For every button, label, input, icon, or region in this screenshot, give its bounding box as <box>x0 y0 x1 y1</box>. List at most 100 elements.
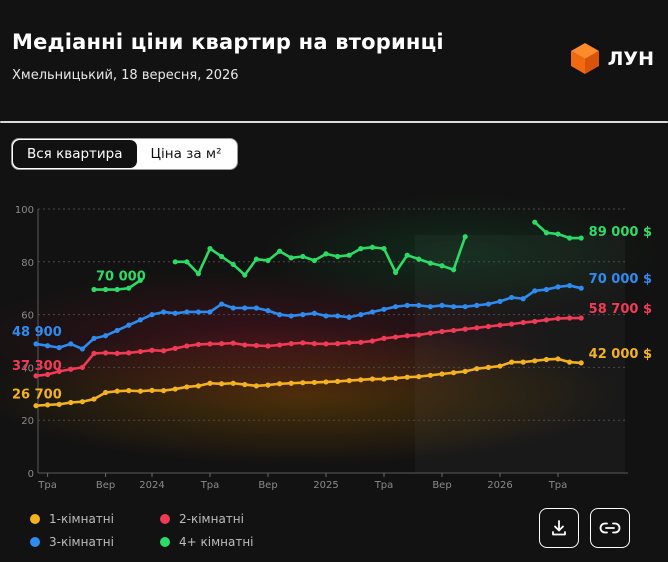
data-point[interactable] <box>323 379 329 385</box>
data-point[interactable] <box>114 388 120 394</box>
data-point[interactable] <box>33 373 39 379</box>
data-point[interactable] <box>195 309 201 315</box>
data-point[interactable] <box>578 235 584 241</box>
data-point[interactable] <box>497 298 503 304</box>
data-point[interactable] <box>195 271 201 277</box>
data-point[interactable] <box>416 332 422 338</box>
data-point[interactable] <box>369 309 375 315</box>
data-point[interactable] <box>172 259 178 265</box>
toggle-whole-apartment[interactable]: Вся квартира <box>13 140 137 168</box>
data-point[interactable] <box>277 312 283 318</box>
data-point[interactable] <box>91 396 97 402</box>
data-point[interactable] <box>114 327 120 334</box>
data-point[interactable] <box>184 343 190 349</box>
data-point[interactable] <box>137 317 143 323</box>
legend-item-2-room[interactable]: 2-кімнатні <box>160 512 244 526</box>
data-point[interactable] <box>161 309 167 315</box>
data-point[interactable] <box>485 323 491 330</box>
data-point[interactable] <box>207 309 213 315</box>
data-point[interactable] <box>497 322 503 328</box>
data-point[interactable] <box>265 257 271 264</box>
data-point[interactable] <box>416 256 422 262</box>
data-point[interactable] <box>33 341 39 347</box>
data-point[interactable] <box>265 382 271 388</box>
data-point[interactable] <box>288 380 294 386</box>
data-point[interactable] <box>393 375 399 381</box>
data-point[interactable] <box>91 286 97 293</box>
data-point[interactable] <box>126 350 132 356</box>
data-point[interactable] <box>474 302 480 308</box>
data-point[interactable] <box>393 334 399 340</box>
data-point[interactable] <box>103 333 109 339</box>
data-point[interactable] <box>555 231 561 237</box>
data-point[interactable] <box>427 330 433 336</box>
data-point[interactable] <box>509 321 515 327</box>
data-point[interactable] <box>242 305 248 311</box>
data-point[interactable] <box>91 335 97 341</box>
data-point[interactable] <box>219 341 225 347</box>
data-point[interactable] <box>451 370 457 376</box>
data-point[interactable] <box>242 272 248 278</box>
data-point[interactable] <box>219 381 225 387</box>
data-point[interactable] <box>346 378 352 384</box>
data-point[interactable] <box>288 313 294 319</box>
data-point[interactable] <box>567 359 573 365</box>
data-point[interactable] <box>45 343 51 349</box>
data-point[interactable] <box>68 341 74 347</box>
data-point[interactable] <box>149 387 155 393</box>
data-point[interactable] <box>567 282 573 289</box>
data-point[interactable] <box>369 376 375 382</box>
data-point[interactable] <box>161 388 167 394</box>
data-point[interactable] <box>543 230 550 236</box>
data-point[interactable] <box>381 376 387 382</box>
data-point[interactable] <box>497 363 503 369</box>
data-point[interactable] <box>427 372 433 378</box>
data-point[interactable] <box>56 368 62 374</box>
data-point[interactable] <box>253 342 259 349</box>
data-point[interactable] <box>242 342 248 348</box>
data-point[interactable] <box>520 319 526 326</box>
download-button[interactable] <box>539 508 579 548</box>
data-point[interactable] <box>346 340 352 346</box>
data-point[interactable] <box>265 343 271 349</box>
data-point[interactable] <box>79 364 85 370</box>
data-point[interactable] <box>103 350 109 356</box>
data-point[interactable] <box>311 257 317 264</box>
data-point[interactable] <box>346 314 352 320</box>
data-point[interactable] <box>485 364 491 370</box>
data-point[interactable] <box>207 341 213 347</box>
data-point[interactable] <box>172 386 178 392</box>
data-point[interactable] <box>184 259 190 265</box>
data-point[interactable] <box>532 219 538 225</box>
data-point[interactable] <box>184 384 190 390</box>
data-point[interactable] <box>567 235 573 241</box>
data-point[interactable] <box>485 301 491 307</box>
data-point[interactable] <box>149 312 155 318</box>
data-point[interactable] <box>230 261 236 268</box>
data-point[interactable] <box>323 251 329 257</box>
data-point[interactable] <box>300 253 306 260</box>
data-point[interactable] <box>404 333 410 339</box>
copy-link-button[interactable] <box>590 508 630 548</box>
legend-item-4plus-room[interactable]: 4+ кімнатні <box>160 535 254 549</box>
data-point[interactable] <box>462 234 468 240</box>
data-point[interactable] <box>68 366 74 372</box>
data-point[interactable] <box>462 368 468 374</box>
data-point[interactable] <box>335 313 341 319</box>
data-point[interactable] <box>509 294 515 301</box>
data-point[interactable] <box>369 338 375 344</box>
data-point[interactable] <box>381 306 387 312</box>
data-point[interactable] <box>474 366 480 372</box>
data-point[interactable] <box>416 374 422 380</box>
data-point[interactable] <box>45 402 51 408</box>
data-point[interactable] <box>520 296 526 302</box>
data-point[interactable] <box>137 348 143 355</box>
data-point[interactable] <box>439 328 445 335</box>
data-point[interactable] <box>149 347 155 353</box>
data-point[interactable] <box>114 350 120 357</box>
data-point[interactable] <box>79 346 85 352</box>
data-point[interactable] <box>462 304 468 310</box>
data-point[interactable] <box>567 315 573 321</box>
data-point[interactable] <box>242 381 248 388</box>
data-point[interactable] <box>161 348 167 354</box>
